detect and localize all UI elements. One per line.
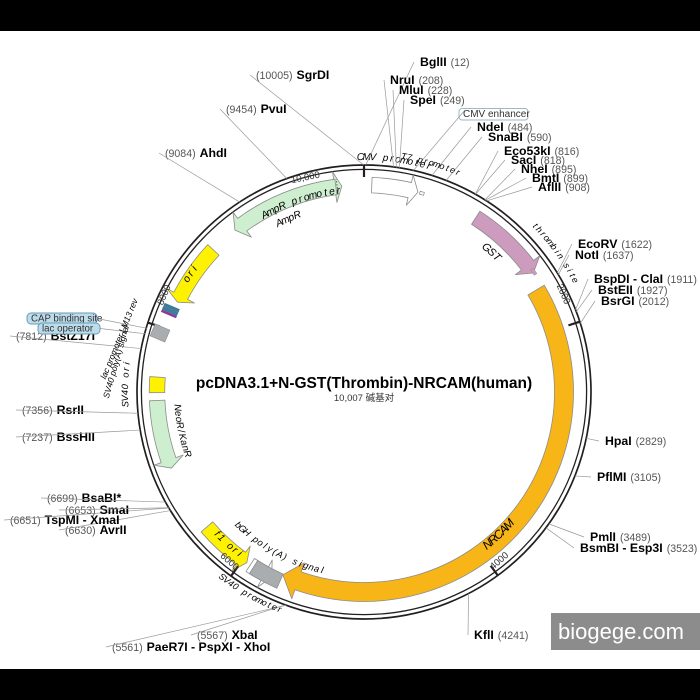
svg-text:(9084): (9084): [165, 148, 196, 160]
svg-text:PflMI: PflMI: [597, 470, 626, 484]
svg-text:lac operator: lac operator: [42, 324, 94, 335]
svg-text:l: l: [320, 565, 325, 575]
svg-text:(1637): (1637): [603, 250, 634, 262]
svg-text:(9454): (9454): [226, 104, 257, 116]
svg-text:PvuI: PvuI: [261, 102, 287, 116]
svg-text:BglII: BglII: [420, 55, 447, 69]
svg-text:SpeI: SpeI: [410, 93, 436, 107]
svg-text:(2829): (2829): [636, 436, 667, 448]
svg-text:PaeR7I - PspXI - XhoI: PaeR7I - PspXI - XhoI: [147, 640, 271, 654]
svg-text:(908): (908): [565, 182, 590, 194]
svg-text:RsrII: RsrII: [57, 403, 84, 417]
svg-text:(1911): (1911): [667, 274, 697, 286]
svg-text:AhdI: AhdI: [200, 146, 227, 160]
svg-text:SmaI: SmaI: [100, 503, 129, 517]
svg-text:KflI: KflI: [474, 628, 494, 642]
svg-text:(3523): (3523): [667, 543, 698, 555]
svg-text:(12): (12): [451, 57, 470, 69]
svg-text:(7237): (7237): [22, 432, 53, 444]
svg-text:a: a: [313, 563, 321, 574]
svg-text:BsrGI: BsrGI: [601, 294, 635, 308]
svg-text:HpaI: HpaI: [605, 434, 632, 448]
svg-text:(249): (249): [440, 95, 465, 107]
svg-text:(590): (590): [527, 132, 552, 144]
svg-text:SnaBI: SnaBI: [488, 130, 523, 144]
svg-text:SgrDI: SgrDI: [297, 68, 330, 82]
svg-text:r: r: [121, 366, 131, 371]
svg-text:(4241): (4241): [498, 630, 529, 642]
svg-text:o: o: [120, 372, 130, 378]
svg-text:i: i: [122, 361, 132, 365]
svg-text:2000: 2000: [554, 282, 573, 306]
svg-text:(6651): (6651): [10, 515, 41, 527]
svg-text:(6653): (6653): [65, 505, 96, 517]
svg-text:BsaBI*: BsaBI*: [82, 491, 122, 505]
svg-text:AflII: AflII: [538, 180, 561, 194]
svg-text:(2012): (2012): [639, 296, 670, 308]
svg-text:(5561): (5561): [112, 642, 143, 654]
svg-text:4: 4: [120, 390, 130, 395]
svg-text:(3105): (3105): [630, 472, 661, 484]
svg-text:10,007 碱基对: 10,007 碱基对: [334, 392, 395, 404]
svg-text:NotI: NotI: [575, 248, 599, 262]
svg-text:CMV enhancer: CMV enhancer: [463, 109, 530, 120]
svg-text:biogege.com: biogege.com: [558, 619, 684, 644]
svg-text:BsmBI - Esp3I: BsmBI - Esp3I: [580, 541, 663, 555]
svg-text:pcDNA3.1+N-GST(Thrombin)-NRCAM: pcDNA3.1+N-GST(Thrombin)-NRCAM(human): [196, 375, 532, 392]
svg-text:BssHII: BssHII: [57, 430, 95, 444]
svg-text:p: p: [381, 153, 389, 165]
svg-text:(10005): (10005): [256, 70, 293, 82]
svg-text:0: 0: [120, 383, 130, 389]
